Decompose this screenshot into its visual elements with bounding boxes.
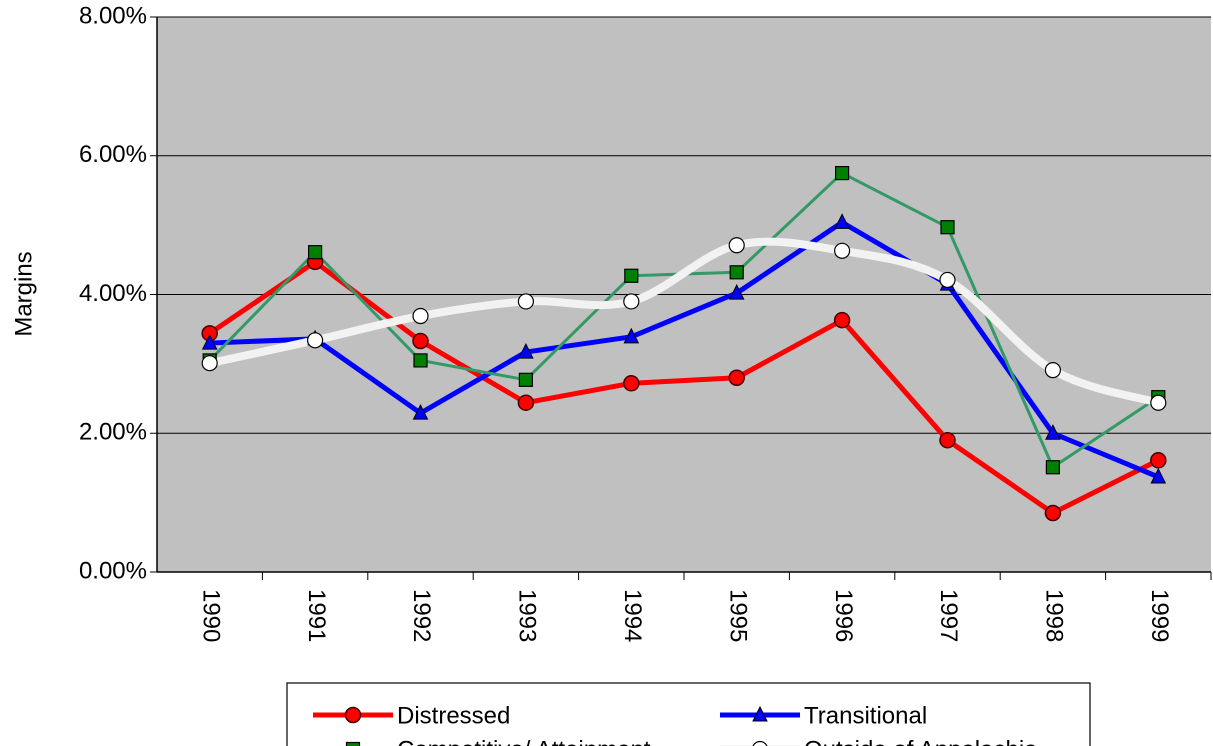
- x-tick-label: 1996: [830, 589, 857, 642]
- legend-label: Competitive/ Attainment: [397, 736, 651, 746]
- marker: [623, 327, 640, 344]
- marker: [517, 293, 535, 310]
- marker: [345, 741, 361, 746]
- marker: [412, 332, 429, 350]
- marker: [201, 333, 218, 350]
- x-tick-label: 1994: [619, 589, 646, 642]
- marker: [728, 237, 745, 254]
- x-tick-label: 1995: [724, 589, 751, 642]
- marker: [1150, 467, 1167, 484]
- marker: [752, 705, 768, 722]
- y-tick-label: 0.00%: [79, 557, 147, 584]
- x-tick-label: 1997: [935, 589, 962, 642]
- x-tick-label: 1990: [197, 589, 224, 642]
- marker: [939, 271, 956, 289]
- marker: [1045, 424, 1061, 440]
- marker: [728, 283, 745, 300]
- marker: [308, 245, 323, 260]
- marker: [1045, 460, 1061, 475]
- marker: [834, 213, 850, 229]
- marker: [834, 165, 850, 181]
- x-tick-label: 1993: [514, 589, 541, 642]
- legend-box: [286, 682, 1091, 746]
- marker: [624, 268, 639, 283]
- y-axis-label: Margins: [10, 251, 37, 336]
- legend-label: Transitional: [804, 702, 927, 729]
- x-tick-label: 1998: [1041, 589, 1068, 642]
- x-tick-label: 1991: [303, 589, 330, 642]
- marker: [1150, 394, 1167, 411]
- marker: [518, 342, 534, 359]
- marker: [1044, 362, 1062, 379]
- marker: [1044, 504, 1062, 522]
- marker: [517, 394, 535, 411]
- y-tick-label: 4.00%: [79, 280, 147, 307]
- series-line: [209, 219, 1160, 480]
- marker: [518, 372, 534, 387]
- legend-label: Distressed: [397, 702, 510, 729]
- marker: [1150, 452, 1167, 469]
- x-tick-label: 1999: [1146, 589, 1173, 642]
- marker: [728, 369, 745, 386]
- marker: [623, 293, 640, 310]
- marker: [729, 265, 744, 280]
- marker: [344, 706, 362, 724]
- legend: Distressed Transitional Competitive/ Attai…: [286, 682, 1091, 746]
- marker: [307, 332, 324, 349]
- marker: [412, 307, 429, 325]
- marker: [623, 375, 640, 392]
- series-line: [208, 237, 1160, 407]
- x-tick-label: 1992: [408, 589, 435, 642]
- marker: [833, 311, 851, 329]
- marker: [939, 431, 956, 449]
- series-line: [208, 259, 1160, 516]
- y-tick-label: 8.00%: [79, 2, 147, 29]
- marker: [833, 242, 851, 259]
- marker: [940, 220, 955, 235]
- marker: [201, 355, 218, 372]
- marker: [412, 404, 429, 420]
- y-tick-label: 6.00%: [79, 141, 147, 168]
- legend-label: Outside of Appalachia: [804, 736, 1038, 746]
- y-tick-label: 2.00%: [79, 419, 147, 446]
- marker: [413, 353, 428, 368]
- marker: [752, 740, 768, 746]
